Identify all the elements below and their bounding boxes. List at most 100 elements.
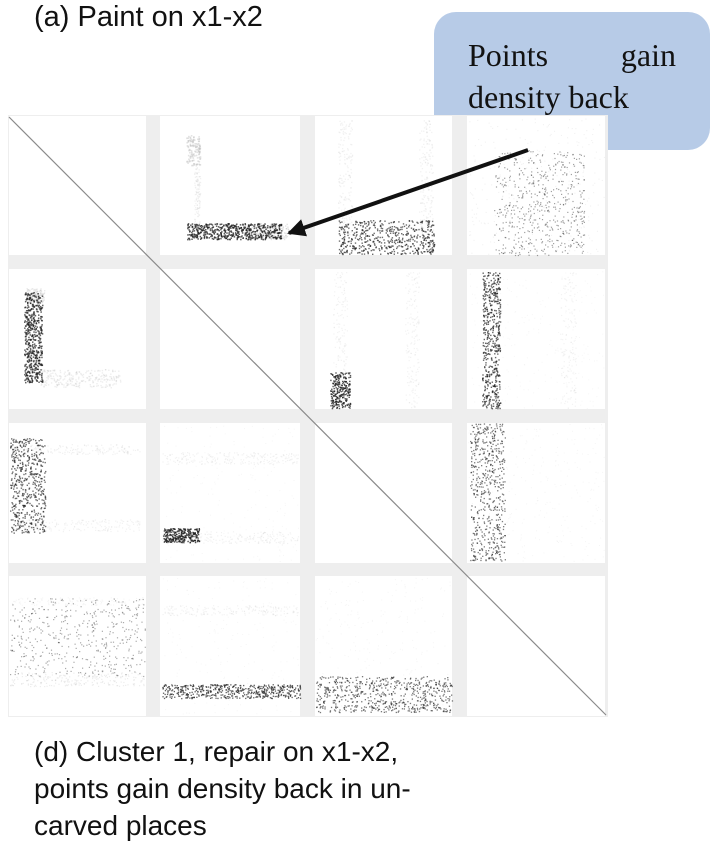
scatter-point <box>39 291 42 294</box>
scatter-point <box>373 238 376 240</box>
scatter-point <box>327 608 328 610</box>
scatter-point <box>105 374 107 376</box>
scatter-point <box>388 236 390 238</box>
scatter-point <box>481 273 483 275</box>
scatter-point <box>196 180 198 182</box>
scatter-point <box>274 539 276 541</box>
scatter-point <box>40 295 42 297</box>
scatter-point <box>92 380 94 382</box>
scatter-point <box>565 278 567 280</box>
scatter-point <box>262 540 264 542</box>
scatter-point <box>200 537 202 539</box>
scatter-point <box>164 534 166 536</box>
scatter-point <box>56 522 58 524</box>
scatter-point <box>261 227 264 229</box>
scatter-point <box>584 438 586 440</box>
scatter-point <box>67 369 70 372</box>
scatter-point <box>570 223 572 225</box>
scatter-point <box>192 141 195 143</box>
scatter-point <box>482 396 483 398</box>
scatter-point <box>41 599 43 601</box>
scatter-point <box>569 171 571 173</box>
scatter-point <box>572 349 574 351</box>
scatter-point <box>51 674 53 676</box>
scatter-point <box>259 462 261 464</box>
scatter-point <box>243 446 245 448</box>
scatter-point <box>575 336 577 338</box>
scatter-point <box>574 293 576 295</box>
scatter-point <box>70 604 72 606</box>
scatter-point <box>344 309 346 312</box>
scatter-point <box>192 139 194 142</box>
scatter-point <box>563 377 566 379</box>
scatter-point <box>121 520 123 522</box>
scatter-point <box>82 376 85 378</box>
scatter-point <box>267 474 269 476</box>
scatter-point <box>192 144 194 146</box>
scatter-point <box>349 600 351 602</box>
scatter-point <box>214 231 217 233</box>
scatter-point <box>424 178 426 180</box>
scatter-point <box>65 522 67 524</box>
scatter-point <box>241 228 243 231</box>
scatter-point <box>475 297 477 299</box>
scatter-point <box>544 516 545 518</box>
scatter-point <box>431 143 433 146</box>
scatter-point <box>77 675 79 677</box>
scatter-point <box>197 215 199 218</box>
scatter-point <box>337 272 339 274</box>
scatter-point <box>528 157 530 159</box>
scatter-point <box>45 672 47 674</box>
scatter-point <box>122 450 124 452</box>
scatter-point <box>201 692 203 694</box>
scatter-point <box>165 709 167 711</box>
scatter-point <box>253 228 255 231</box>
scatter-point <box>538 332 540 334</box>
scatter-point <box>519 381 521 383</box>
scatter-point <box>218 655 219 657</box>
scatter-point <box>567 407 569 409</box>
scatter-point <box>533 372 535 374</box>
scatter-point <box>74 683 76 685</box>
scatter-point <box>276 225 278 227</box>
scatter-point <box>292 611 294 613</box>
scatter-point <box>425 182 427 184</box>
scatter-point <box>255 225 257 227</box>
scatter-point <box>218 235 220 237</box>
scatter-point <box>322 635 324 637</box>
scatter-point <box>51 679 53 681</box>
scatter-point <box>287 582 289 584</box>
scatter-point <box>425 171 427 173</box>
scatter-point <box>193 554 194 556</box>
scatter-point <box>40 290 42 292</box>
scatter-point <box>75 383 78 385</box>
scatter-point <box>63 384 65 386</box>
scatter-point <box>524 317 526 318</box>
scatter-point <box>122 675 124 677</box>
scatter-point <box>373 659 375 661</box>
scatter-point <box>342 348 344 350</box>
scatter-point <box>221 540 223 542</box>
scatter-point <box>560 348 562 350</box>
scatter-point <box>162 539 164 541</box>
scatter-point <box>139 523 141 525</box>
scatter-point <box>249 224 251 226</box>
scatter-point <box>197 194 199 197</box>
scatter-point <box>406 308 408 310</box>
scatter-point <box>430 168 433 170</box>
scatter-point <box>422 688 424 690</box>
scatter-point <box>192 608 194 610</box>
scatter-point <box>431 146 434 148</box>
scatter-point <box>338 146 340 148</box>
scatter-point <box>200 227 203 229</box>
scatter-point <box>123 451 125 453</box>
scatter-point <box>31 297 34 299</box>
scatter-point <box>331 647 333 649</box>
scatter-point <box>67 370 69 372</box>
scatter-point <box>135 672 137 674</box>
scatter-point <box>430 164 432 166</box>
scatter-point <box>47 375 49 378</box>
scatter-point <box>350 187 352 189</box>
scatter-point <box>31 295 33 297</box>
scatter-point <box>350 231 352 233</box>
